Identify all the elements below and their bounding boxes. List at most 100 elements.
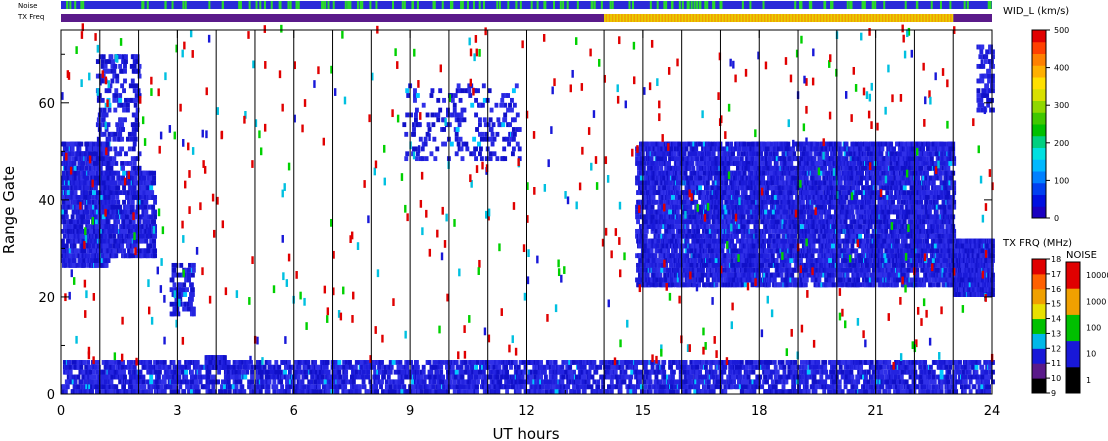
noise-speckle xyxy=(562,1,565,9)
echo-cell xyxy=(92,141,96,147)
echo-cell xyxy=(86,248,91,254)
echo-cell xyxy=(651,195,656,200)
echo-cell xyxy=(63,209,68,215)
echo-cell xyxy=(61,228,65,234)
noise-speckle xyxy=(800,1,803,9)
echo-cell xyxy=(808,165,813,171)
echo-cell xyxy=(686,282,691,288)
noise-speckle xyxy=(515,1,518,9)
echo-cell xyxy=(473,88,478,94)
echo-cell xyxy=(803,272,808,278)
echo-cell xyxy=(773,180,778,186)
echo-cell xyxy=(702,175,706,181)
echo-cell xyxy=(710,267,715,273)
echo-cell xyxy=(169,301,174,307)
echo-cell xyxy=(115,78,120,84)
echo-cell xyxy=(454,112,459,118)
echo-cell xyxy=(714,170,719,176)
echo-cell xyxy=(662,248,667,254)
echo-cell xyxy=(741,233,746,239)
echo-cell xyxy=(678,146,683,152)
echo-cell xyxy=(124,161,128,166)
echo-cell xyxy=(710,258,715,263)
echo-cell xyxy=(72,219,77,225)
echo-cell xyxy=(65,185,70,191)
echo-cell xyxy=(135,243,140,249)
echo-cell xyxy=(153,209,158,215)
echo-cell xyxy=(101,117,106,123)
echo-cell xyxy=(693,170,698,176)
echo-cell xyxy=(191,267,196,273)
echo-cell xyxy=(124,54,128,60)
echo-cell xyxy=(480,131,485,137)
noise-speckle xyxy=(663,1,666,9)
echo-cell xyxy=(672,151,677,157)
txfreq-stripe xyxy=(681,14,684,22)
echo-cell xyxy=(96,136,101,142)
txfreq-stripe xyxy=(821,14,823,22)
echo-cell xyxy=(769,146,774,152)
echo-cell xyxy=(636,214,640,220)
noise-speckle xyxy=(433,1,436,9)
txfreq-stripe xyxy=(923,14,926,22)
echo-cell xyxy=(101,180,106,186)
echo-cell xyxy=(104,59,109,64)
echo-cell xyxy=(64,146,69,152)
echo-cell xyxy=(179,262,184,268)
noise-speckle xyxy=(830,1,833,9)
echo-cell xyxy=(702,262,706,268)
echo-cell xyxy=(697,282,702,288)
noise-speckle xyxy=(665,1,668,9)
echo-cell xyxy=(149,214,154,220)
echo-cell xyxy=(104,224,109,229)
echo-cell xyxy=(795,253,800,259)
echo-cell xyxy=(659,199,664,205)
echo-cell xyxy=(88,243,93,249)
txfreq-stripe xyxy=(762,14,764,22)
echo-cell xyxy=(698,141,703,147)
echo-cell xyxy=(719,272,724,278)
echo-cell xyxy=(71,156,76,162)
txfreq-stripe xyxy=(644,14,646,22)
echo-cell xyxy=(185,287,190,293)
echo-cell xyxy=(766,146,770,152)
echo-cell xyxy=(99,131,104,137)
echo-cell xyxy=(727,190,732,196)
echo-cell xyxy=(501,122,506,128)
echo-cell xyxy=(779,272,784,278)
echo-cell xyxy=(735,180,740,186)
echo-cell xyxy=(701,238,705,244)
echo-cell xyxy=(131,83,136,89)
echo-cell xyxy=(691,151,696,157)
echo-cell xyxy=(482,136,487,142)
echo-cell xyxy=(735,282,739,288)
noise-speckle xyxy=(239,1,242,9)
txfreq-stripe xyxy=(777,14,780,22)
echo-cell xyxy=(641,165,646,171)
echo-cell xyxy=(89,141,94,147)
echo-cell xyxy=(746,141,751,147)
echo-cell xyxy=(85,209,90,215)
echo-cell xyxy=(112,156,117,162)
echo-cell xyxy=(482,117,487,123)
echo-cell xyxy=(663,156,668,162)
echo-cell xyxy=(470,102,475,108)
echo-cell xyxy=(512,117,517,123)
echo-cell xyxy=(112,233,117,239)
echo-cell xyxy=(108,156,113,162)
echo-cell xyxy=(741,214,746,220)
echo-cell xyxy=(663,272,668,278)
txfreq-stripe xyxy=(880,14,882,22)
echo-cell xyxy=(793,233,798,239)
echo-cell xyxy=(642,248,647,254)
echo-cell xyxy=(115,190,120,196)
echo-cell xyxy=(135,156,140,162)
echo-cell xyxy=(654,199,659,205)
txfreq-stripe xyxy=(843,14,845,22)
echo-cell xyxy=(79,258,84,263)
echo-cell xyxy=(764,151,768,157)
txfreq-stripe xyxy=(659,14,662,22)
echo-cell xyxy=(688,214,693,220)
echo-cell xyxy=(765,185,769,191)
echo-cell xyxy=(754,214,759,220)
